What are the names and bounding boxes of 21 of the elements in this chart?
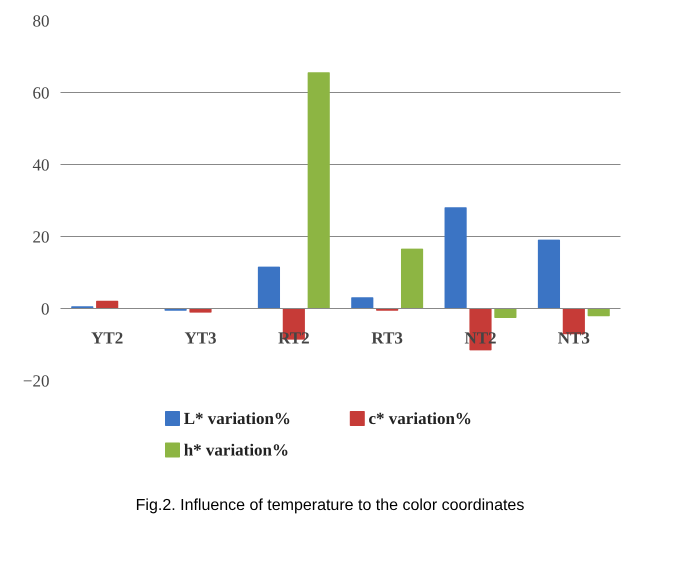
y-tick-label: 20 [32, 228, 50, 246]
y-tick-label: 40 [32, 156, 50, 174]
x-tick-label: YT3 [184, 328, 217, 348]
x-tick-label: NT3 [558, 328, 590, 348]
legend-label: c* variation% [368, 409, 472, 428]
legend-label: h* variation% [184, 440, 290, 460]
legend-label: L* variation% [184, 409, 291, 428]
bar [444, 207, 467, 309]
y-tick-label: −20 [22, 372, 50, 390]
bar [308, 72, 330, 309]
bar [494, 308, 516, 318]
y-tick-label: 80 [32, 12, 50, 30]
bar [258, 266, 280, 309]
bar [351, 297, 374, 309]
caption: Fig.2. Influence of temperature to the color coordinates [136, 496, 524, 516]
y-tick-label: 60 [32, 84, 50, 102]
y-tick-label: 0 [41, 300, 50, 318]
bar [538, 240, 560, 309]
x-tick-label: RT3 [371, 328, 403, 348]
bar [400, 248, 424, 309]
x-tick-label: YT2 [91, 328, 124, 348]
